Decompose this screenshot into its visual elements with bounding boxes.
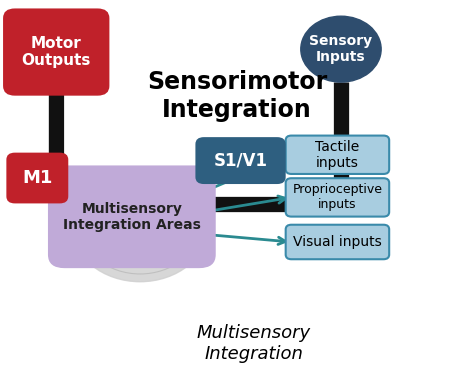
Text: Tactile
inputs: Tactile inputs [315,140,360,170]
FancyBboxPatch shape [286,136,389,174]
Text: Sensory
Inputs: Sensory Inputs [310,34,373,64]
Text: Sensorimotor
Integration: Sensorimotor Integration [147,70,327,121]
Text: Multisensory
Integration Areas: Multisensory Integration Areas [63,202,201,232]
Text: Multisensory
Integration: Multisensory Integration [197,324,310,363]
FancyBboxPatch shape [286,178,389,217]
FancyBboxPatch shape [6,152,68,203]
FancyBboxPatch shape [286,225,389,259]
Circle shape [301,16,381,82]
Text: M1: M1 [22,169,53,187]
FancyBboxPatch shape [48,165,216,268]
Text: Visual inputs: Visual inputs [293,235,382,249]
FancyBboxPatch shape [195,137,286,184]
Text: Motor
Outputs: Motor Outputs [21,36,91,68]
Text: S1/V1: S1/V1 [214,152,267,170]
Circle shape [72,169,209,282]
FancyBboxPatch shape [3,9,109,96]
Text: Proprioceptive
inputs: Proprioceptive inputs [292,183,383,211]
